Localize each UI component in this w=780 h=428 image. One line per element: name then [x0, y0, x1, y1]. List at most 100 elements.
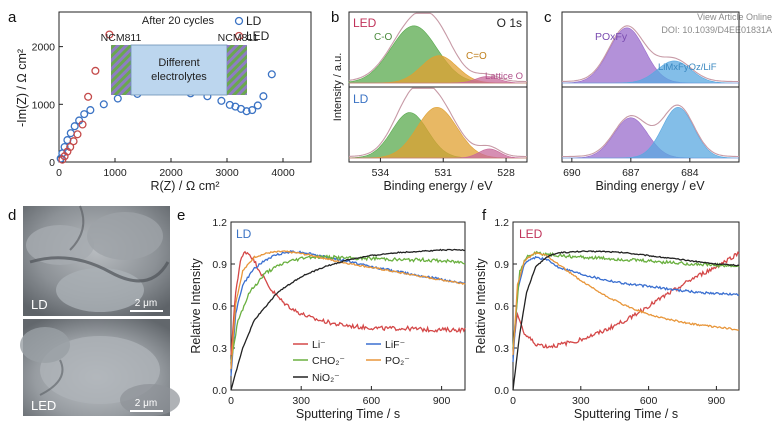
chart-a-point-ld — [259, 92, 268, 101]
chart-a-point-ld — [56, 154, 65, 163]
inset-right-label: NCM811 — [218, 32, 259, 44]
chart-a-frame — [58, 11, 312, 163]
chart-a-xtick-label: 0 — [56, 167, 62, 179]
panel-label-c: c — [544, 9, 552, 26]
c-xtick-label: 690 — [563, 167, 581, 179]
chart-c-xlabel: Binding energy / eV — [595, 179, 705, 193]
chart-c: 690 687 684 POxFy LiMxFyOz/LiF Binding ene… — [561, 11, 740, 193]
chart-c-peaks-top — [561, 25, 739, 84]
f-ytick-label: 0.9 — [494, 259, 509, 271]
e-line-lif- — [230, 249, 466, 377]
panel-label-e: e — [177, 207, 185, 224]
c-peak-1-1 — [562, 106, 739, 159]
chart-a-point-ld — [217, 96, 226, 105]
chart-a-xtick-label: 3000 — [215, 167, 239, 179]
chart-a-point-ld — [113, 94, 122, 103]
chart-a-ylabel: -Im(Z) / Ω cm² — [15, 49, 29, 127]
sem-images: LD 2 μm LED 2 μm — [20, 205, 180, 416]
chart-b-peak-label-co: C-O — [374, 32, 393, 43]
legend-text-cho2: CHO₂⁻ — [312, 355, 345, 367]
chart-f-ylabel: Relative Intensity — [474, 258, 488, 354]
b-envelope-1 — [348, 87, 527, 158]
chart-f-lines — [512, 250, 740, 391]
inset-electrolyte — [130, 44, 228, 96]
sem-image-ld: LD 2 μm — [23, 205, 170, 316]
chart-f-yticks: 0.0 0.3 0.6 0.9 1.2 — [494, 217, 517, 397]
chart-e-ylabel: Relative Intensity — [189, 258, 203, 354]
chart-b-xticks: 534 531 528 — [372, 158, 515, 179]
chart-b-xlabel: Binding energy / eV — [383, 179, 493, 193]
sem-ld-scale: 2 μm — [135, 298, 157, 309]
chart-a-point-ld — [253, 101, 262, 110]
chart-a-point-led — [73, 130, 82, 139]
e-line-nio2- — [230, 248, 466, 391]
e-ytick-label: 0.6 — [212, 301, 227, 313]
f-xtick-label: 600 — [640, 395, 658, 407]
chart-a-point-led — [105, 30, 114, 39]
legend-marker-ld — [234, 16, 244, 26]
chart-a-point-ld — [242, 107, 251, 116]
inset-box-line1: Different — [158, 57, 199, 69]
chart-a-point-ld — [86, 106, 95, 115]
chart-a-xtick-label: 4000 — [271, 167, 295, 179]
e-line-cho2- — [230, 254, 466, 363]
e-ytick-label: 0.0 — [212, 385, 227, 397]
f-ytick-label: 0.0 — [494, 385, 509, 397]
chart-a-point-ld — [70, 122, 79, 131]
chart-e-xlabel: Sputtering Time / s — [296, 407, 400, 421]
chart-f-label: LED — [519, 227, 543, 241]
f-ytick-label: 0.6 — [494, 301, 509, 313]
chart-b: 534 531 528 LED LD O 1s C-O C=O Lattice O … — [332, 11, 528, 193]
b-peak-0-2 — [349, 76, 527, 84]
f-xtick-label: 300 — [572, 395, 590, 407]
c-peak-0-1 — [562, 60, 739, 84]
chart-c-xticks: 690 687 684 — [563, 158, 699, 179]
chart-a-point-led — [69, 137, 78, 146]
e-xtick-label: 0 — [228, 395, 234, 407]
sem-ld-label: LD — [31, 297, 48, 312]
legend-label-ld: LD — [246, 14, 262, 28]
chart-a-point-led — [78, 120, 87, 129]
chart-b-title: O 1s — [497, 16, 522, 30]
sem-led-label: LED — [31, 398, 56, 413]
f-line-po2- — [512, 251, 740, 356]
chart-a-point-led — [91, 66, 100, 75]
panel-label-b: b — [331, 9, 339, 26]
e-line-po2- — [230, 250, 466, 370]
chart-a-xlabel: R(Z) / Ω cm² — [150, 179, 219, 193]
b-xtick-label: 531 — [434, 167, 452, 179]
chart-c-frame-bottom — [561, 86, 740, 163]
c-envelope-0 — [562, 25, 739, 83]
chart-b-frame-bottom — [348, 86, 528, 163]
chart-a-ytick-label: 1000 — [32, 99, 56, 111]
e-xtick-label: 600 — [363, 395, 381, 407]
c-xtick-label: 687 — [622, 167, 640, 179]
inset-left-label: NCM811 — [101, 32, 142, 44]
watermark-line1: View Article Online — [697, 12, 772, 22]
f-xtick-label: 900 — [708, 395, 726, 407]
chart-f-xlabel: Sputtering Time / s — [574, 407, 678, 421]
chart-b-peak-label-ceo: C=O — [466, 51, 487, 62]
chart-f-xticks: 0 300 600 900 — [510, 386, 725, 407]
f-line-cho2- — [512, 250, 740, 349]
f-line-lif- — [512, 255, 740, 363]
chart-a-xticks: 0 1000 2000 3000 4000 — [56, 158, 295, 179]
chart-a-point-ld — [225, 100, 234, 109]
inset-left-electrode — [111, 45, 131, 95]
chart-a-point-led — [84, 92, 93, 101]
chart-a-point-ld — [80, 110, 89, 119]
chart-a-point-ld — [248, 106, 257, 115]
chart-a-ytick-label: 0 — [49, 157, 55, 169]
chart-e-label: LD — [236, 227, 252, 241]
chart-a-point-ld — [66, 129, 75, 138]
legend-text-po2: PO₂⁻ — [385, 355, 410, 367]
inset-title: After 20 cycles — [142, 15, 215, 27]
chart-e-yticks: 0.0 0.3 0.6 0.9 1.2 — [212, 217, 235, 397]
f-line-nio2- — [512, 250, 740, 391]
inset-box-line2: electrolytes — [151, 71, 207, 83]
c-envelope-1 — [562, 104, 739, 158]
legend-text-lif: LiF⁻ — [385, 339, 406, 351]
f-ytick-label: 0.3 — [494, 343, 509, 355]
chart-f: 0.0 0.3 0.6 0.9 1.2 0 300 600 900 LED Sputterin… — [474, 217, 740, 421]
